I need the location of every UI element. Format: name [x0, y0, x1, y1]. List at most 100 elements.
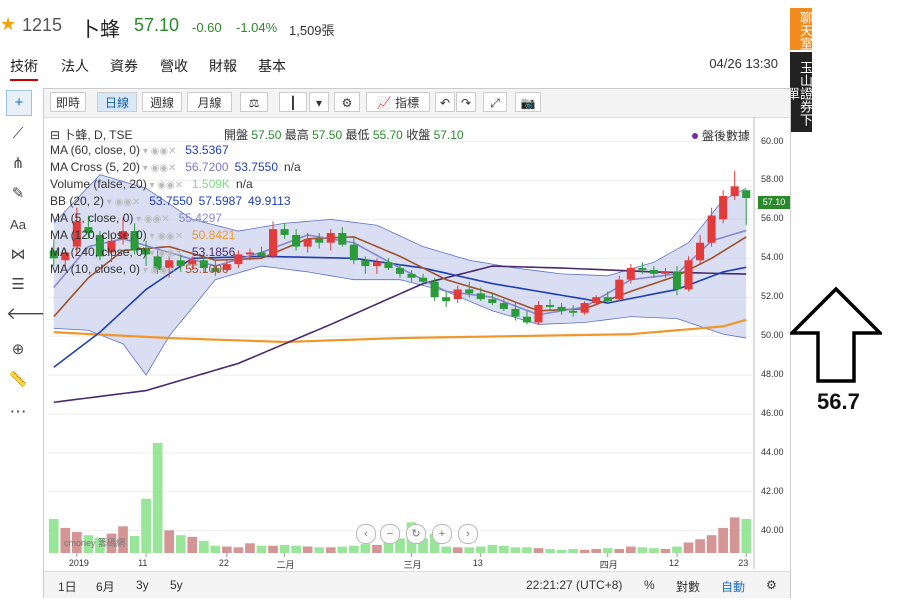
legend-row-value: 55.1000	[185, 262, 229, 276]
open-value: 57.50	[251, 128, 282, 142]
legend-row[interactable]: MA (240, close, 0) ▾ ◉◉✕ 53.1856	[50, 245, 235, 259]
x-tick-label: 22	[218, 558, 229, 568]
text-tool-icon[interactable]: Aa	[10, 217, 26, 232]
range-1d[interactable]: 1日	[58, 580, 77, 594]
yushan-order-button[interactable]: 玉山證券下單	[785, 52, 813, 132]
legend-row-value: 53.7550	[149, 194, 193, 208]
brush-icon[interactable]: ✎	[11, 185, 25, 202]
monthly-button[interactable]: 月線	[187, 92, 232, 112]
chat-room-button[interactable]: 聊天室	[790, 8, 813, 50]
range-6m[interactable]: 6月	[96, 580, 115, 594]
zoom-in-icon[interactable]: ⊕	[11, 341, 25, 358]
volume-bar	[187, 536, 198, 553]
y-tick-label: 50.00	[761, 330, 784, 341]
legend-row[interactable]: MA (120, close, 0) ▾ ◉◉✕ 50.8421	[50, 228, 235, 242]
legend-row-label: MA Cross (5, 20)	[50, 160, 141, 174]
main-legend[interactable]: ⊟ 卜蜂, D, TSE	[50, 126, 133, 143]
realtime-button[interactable]: 即時	[50, 92, 86, 112]
x-tick-label: 11	[138, 558, 148, 568]
tab-margin[interactable]: 資券	[110, 58, 138, 74]
candle-body	[534, 304, 543, 323]
trendline-icon[interactable]: ⟋	[12, 125, 24, 142]
legend-row[interactable]: BB (20, 2) ▾ ◉◉✕ 53.7550 57.5987 49.9113	[50, 194, 291, 208]
candlestick-icon[interactable]: ┃	[279, 92, 307, 112]
auto-toggle[interactable]: 自動	[721, 580, 746, 594]
log-toggle[interactable]: 對數	[676, 580, 701, 594]
volume-bar	[625, 546, 636, 553]
legend-row-controls-icon[interactable]: ▾ ◉◉✕	[146, 231, 186, 242]
candle-body	[245, 252, 255, 255]
after-hours-toggle[interactable]: 盤後數據	[691, 127, 750, 144]
bollinger-lower	[53, 265, 747, 376]
candle-body	[176, 260, 185, 267]
fork-icon[interactable]: ⋔	[11, 155, 25, 172]
volume-bar	[487, 544, 498, 553]
legend-row-label: MA (60, close, 0)	[50, 143, 141, 157]
legend-row[interactable]: MA (5, close, 0) ▾ ◉◉✕ 55.4297	[50, 211, 222, 225]
volume-bar	[683, 542, 694, 553]
fullscreen-icon[interactable]: ⤢	[483, 92, 507, 112]
percent-toggle[interactable]: %	[644, 578, 655, 592]
candle-body	[61, 252, 70, 261]
tab-revenue[interactable]: 營收	[160, 58, 188, 74]
candle-body	[672, 271, 682, 290]
volume-bar	[475, 546, 486, 553]
collapse-icon[interactable]: ⊟	[50, 128, 64, 142]
volume-bar	[568, 548, 578, 553]
candles	[49, 170, 751, 325]
volume-bar	[383, 539, 394, 553]
undo-icon[interactable]: ↶	[435, 92, 455, 112]
gear-icon[interactable]: ⚙	[334, 92, 360, 112]
candle-body	[395, 268, 405, 274]
candle-body	[222, 264, 231, 270]
candle-body	[95, 234, 104, 257]
indicators-button[interactable]: 📈 指標	[366, 92, 430, 112]
chevron-down-icon[interactable]: ▾	[309, 92, 329, 112]
legend-row-controls-icon[interactable]: ▾ ◉◉✕	[140, 265, 180, 276]
legend-row[interactable]: Volume (false, 20) ▾ ◉◉✕ 1.509K n/a	[50, 177, 253, 191]
low-label: 最低	[345, 128, 370, 142]
zoom-in-control-icon[interactable]: +	[432, 524, 452, 544]
crosshair-icon[interactable]: +	[6, 90, 32, 116]
after-hours-dot-icon	[691, 133, 698, 139]
volume-bar	[695, 539, 705, 553]
volume-bar	[729, 517, 740, 553]
more-icon[interactable]: ⋯	[9, 402, 27, 421]
ruler-icon[interactable]: 📏	[8, 371, 28, 388]
arrow-left-icon[interactable]: 🡐	[6, 304, 52, 323]
camera-icon[interactable]: 📷	[515, 92, 541, 112]
pattern-icon[interactable]: ⋈	[10, 246, 26, 263]
legend-row-label: BB (20, 2)	[50, 194, 105, 208]
legend-row[interactable]: MA (10, close, 0) ▾ ◉◉✕ 55.1000	[50, 262, 229, 276]
zoom-out-icon[interactable]: −	[380, 524, 400, 544]
reset-icon[interactable]: ↻	[406, 524, 426, 544]
y-tick-label: 46.00	[761, 407, 784, 418]
fibonacci-icon[interactable]: ☰	[11, 276, 25, 293]
price-chart[interactable]	[44, 89, 790, 569]
legend-row-controls-icon[interactable]: ▾ ◉◉✕	[140, 146, 180, 157]
redo-icon[interactable]: ↷	[456, 92, 476, 112]
range-3y[interactable]: 3y	[136, 578, 149, 592]
bottom-gear-icon[interactable]: ⚙	[766, 578, 777, 592]
legend-row-controls-icon[interactable]: ▾ ◉◉✕	[146, 180, 186, 191]
tab-institutional[interactable]: 法人	[61, 58, 89, 74]
legend-row-controls-icon[interactable]: ▾ ◉◉✕	[146, 248, 186, 259]
legend-row[interactable]: MA (60, close, 0) ▾ ◉◉✕ 53.5367	[50, 143, 229, 157]
scroll-left-icon[interactable]: ‹	[356, 524, 376, 544]
legend-row-controls-icon[interactable]: ▾ ◉◉✕	[140, 163, 180, 174]
tab-technical[interactable]: 技術	[10, 56, 38, 81]
candle-body	[234, 254, 243, 265]
scale-icon[interactable]: ⚖	[240, 92, 268, 112]
tab-basic[interactable]: 基本	[258, 58, 286, 74]
range-5y[interactable]: 5y	[170, 578, 183, 592]
legend-row[interactable]: MA Cross (5, 20) ▾ ◉◉✕ 56.7200 53.7550 n/a	[50, 160, 301, 174]
legend-row-controls-icon[interactable]: ▾ ◉◉✕	[104, 197, 144, 208]
tab-financials[interactable]: 財報	[209, 58, 237, 74]
scroll-right-icon[interactable]: ›	[458, 524, 478, 544]
last-price-tag: 57.10	[758, 196, 790, 209]
legend-row-controls-icon[interactable]: ▾ ◉◉✕	[133, 214, 173, 225]
weekly-button[interactable]: 週線	[142, 92, 182, 112]
favorite-star-icon[interactable]: ★	[0, 14, 17, 34]
daily-button[interactable]: 日線	[97, 92, 137, 112]
volume-bar	[591, 548, 602, 553]
